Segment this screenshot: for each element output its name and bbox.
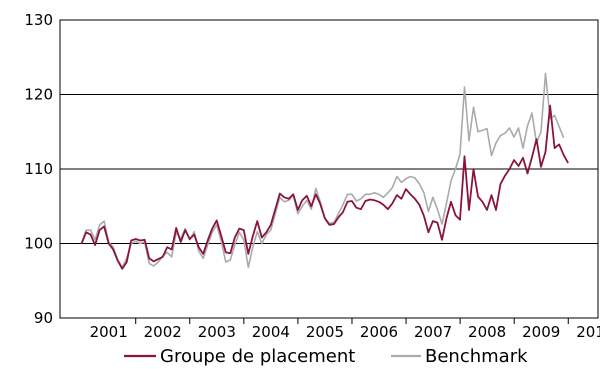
x-tick-label: 2008 bbox=[468, 323, 506, 341]
y-tick-label: 120 bbox=[24, 86, 53, 104]
x-tick-label: 2002 bbox=[144, 323, 182, 341]
x-tick-label: 2001 bbox=[90, 323, 128, 341]
x-tick-label: 2009 bbox=[522, 323, 560, 341]
y-axis-ticks: 90 100 110 120 130 bbox=[24, 11, 53, 327]
series-line-benchmark bbox=[80, 72, 565, 269]
x-axis: 2001 2002 2003 2004 2005 2006 2007 2008 2009 2010 bbox=[90, 318, 600, 341]
x-tick-label: 2004 bbox=[252, 323, 290, 341]
y-tick-label: 100 bbox=[24, 235, 53, 253]
legend: Groupe de placement Benchmark bbox=[124, 346, 528, 367]
x-tick-label: 2003 bbox=[198, 323, 236, 341]
x-tick-label: 2007 bbox=[414, 323, 452, 341]
x-tick-label: 2006 bbox=[360, 323, 398, 341]
x-tick-label: 2010 bbox=[576, 323, 600, 341]
y-tick-label: 130 bbox=[24, 11, 53, 29]
y-tick-label: 90 bbox=[34, 309, 53, 327]
series-lines bbox=[80, 72, 569, 270]
legend-label-benchmark: Benchmark bbox=[425, 346, 528, 367]
gridlines bbox=[60, 94, 598, 244]
series-line-groupe-de-placement bbox=[80, 104, 569, 270]
plot-frame bbox=[59, 19, 599, 319]
legend-label-groupe: Groupe de placement bbox=[160, 346, 355, 367]
x-tick-label: 2005 bbox=[306, 323, 344, 341]
y-tick-label: 110 bbox=[24, 160, 53, 178]
